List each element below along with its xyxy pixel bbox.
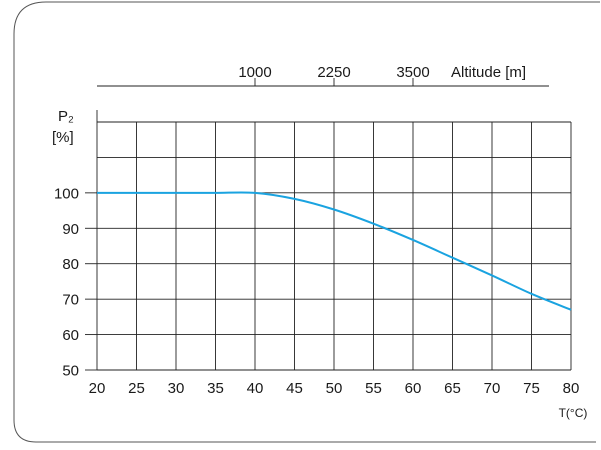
y-tick-label: 80 [62, 256, 79, 273]
altitude-tick-label: 3500 [396, 64, 429, 81]
x-tick-label: 80 [563, 380, 580, 397]
x-tick-label: 35 [207, 380, 224, 397]
y-tick-label: 100 [54, 185, 79, 202]
x-tick-label: 45 [286, 380, 303, 397]
y-tick-label: 90 [62, 221, 79, 238]
y-tick-label: 60 [62, 327, 79, 344]
altitude-tick-label: 2250 [317, 64, 350, 81]
altitude-axis-label: Altitude [m] [451, 64, 526, 81]
x-axis-label: T(°C) [559, 406, 588, 420]
y-tick-label: 50 [62, 363, 79, 380]
x-tick-label: 50 [326, 380, 343, 397]
y-axis-label: P₂ [58, 108, 74, 125]
x-tick-label: 25 [128, 380, 145, 397]
x-tick-label: 55 [365, 380, 382, 397]
x-tick-label: 70 [484, 380, 501, 397]
y-axis-unit: [%] [52, 129, 74, 146]
rounded-border [13, 1, 600, 443]
x-tick-label: 75 [523, 380, 540, 397]
y-tick-label: 70 [62, 292, 79, 309]
x-tick-label: 65 [444, 380, 461, 397]
x-tick-label: 40 [247, 380, 264, 397]
altitude-tick-label: 1000 [238, 64, 271, 81]
x-tick-label: 20 [89, 380, 106, 397]
series-line [96, 191, 572, 311]
chart: 50 60 70 80 90 100 20 25 30 35 40 45 50 55 60 65 70 75 80 P… [52, 64, 587, 420]
x-tick-label: 60 [405, 380, 422, 397]
x-tick-label: 30 [168, 380, 185, 397]
